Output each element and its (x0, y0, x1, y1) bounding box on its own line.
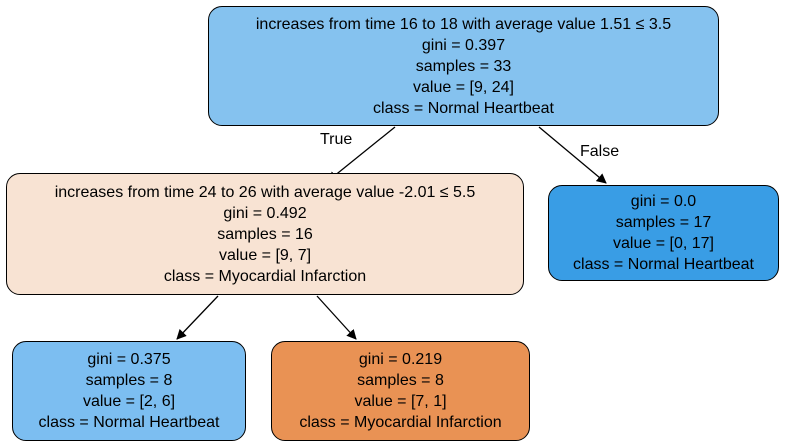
node-class: class = Myocardial Infarction (163, 267, 367, 285)
node-samples: samples = 17 (615, 214, 712, 231)
left-split-node: increases from time 24 to 26 with averag… (6, 173, 524, 295)
edge-left-to-leaf-2 (316, 295, 357, 340)
node-samples: samples = 16 (217, 225, 313, 243)
node-value: value = [0, 17] (613, 235, 714, 252)
node-condition: increases from time 16 to 18 with averag… (255, 15, 672, 33)
node-value: value = [9, 24] (413, 78, 514, 96)
node-class: class = Normal Heartbeat (373, 99, 554, 117)
node-samples: samples = 8 (85, 372, 173, 389)
node-class: class = Myocardial Infarction (299, 414, 502, 431)
right-leaf-node: gini = 0.0 samples = 17 value = [0, 17] … (548, 185, 779, 281)
node-condition: increases from time 24 to 26 with averag… (54, 183, 476, 201)
edge-label-true: True (320, 131, 353, 148)
node-class: class = Normal Heartbeat (573, 256, 754, 273)
node-value: value = [9, 7] (218, 246, 312, 264)
node-value: value = [7, 1] (354, 393, 447, 410)
node-gini: gini = 0.492 (223, 204, 307, 222)
edge-root-to-left (327, 126, 396, 182)
node-gini: gini = 0.397 (421, 36, 506, 54)
leaf-node-normal: gini = 0.375 samples = 8 value = [2, 6] … (12, 341, 246, 441)
node-samples: samples = 33 (415, 57, 512, 75)
edge-root-to-right (538, 126, 607, 184)
node-value: value = [2, 6] (82, 393, 176, 410)
node-gini: gini = 0.219 (358, 351, 443, 368)
edge-label-false: False (580, 143, 620, 160)
root-node: increases from time 16 to 18 with averag… (208, 6, 719, 126)
node-gini: gini = 0.0 (630, 193, 697, 210)
node-gini: gini = 0.375 (87, 351, 171, 368)
leaf-node-myocardial: gini = 0.219 samples = 8 value = [7, 1] … (271, 341, 530, 441)
node-class: class = Normal Heartbeat (38, 414, 220, 431)
edge-left-to-leaf-1 (176, 295, 219, 340)
node-samples: samples = 8 (357, 372, 444, 389)
